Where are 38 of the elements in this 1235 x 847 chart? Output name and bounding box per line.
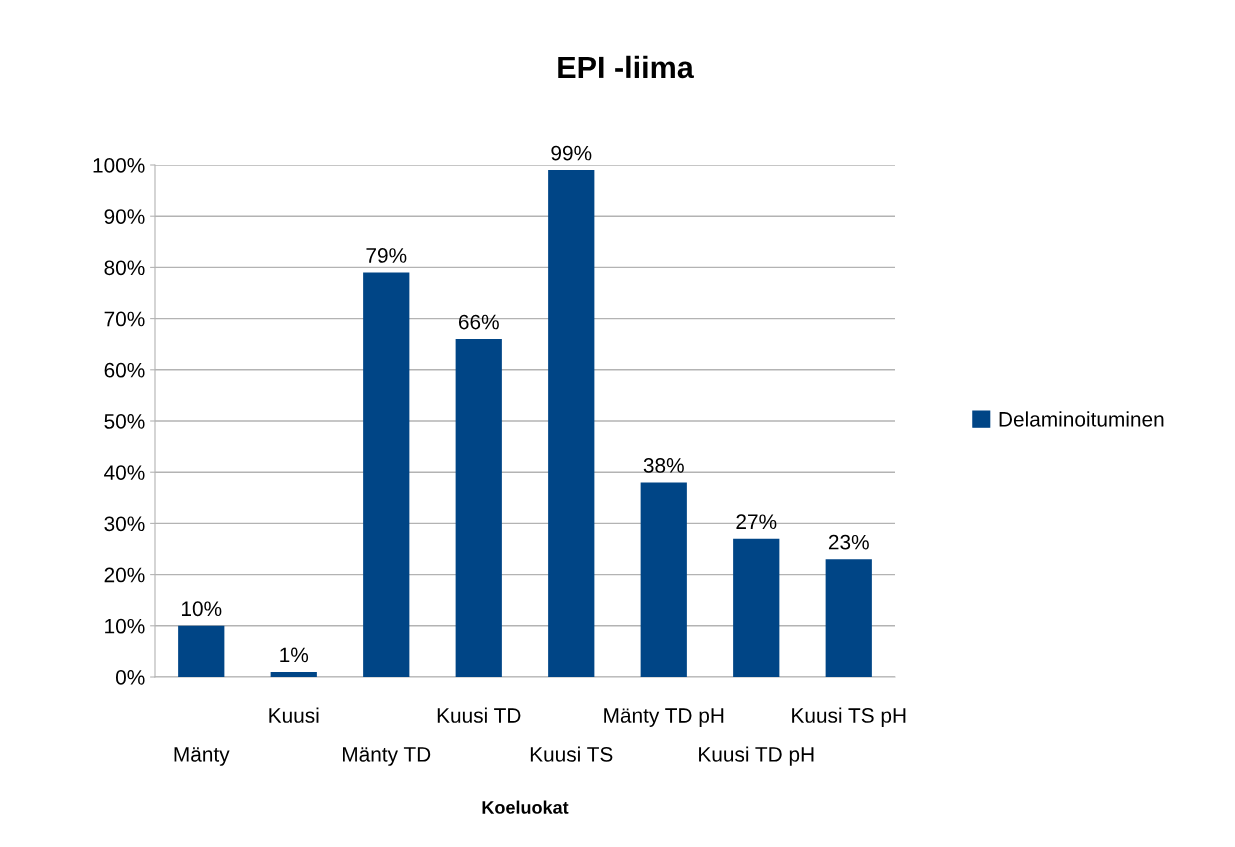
y-tick-label: 70% xyxy=(104,311,145,327)
y-tick-label: 80% xyxy=(104,260,145,276)
bar xyxy=(455,339,502,677)
bar xyxy=(363,272,410,677)
y-tick-label: 0% xyxy=(115,670,145,685)
y-tick-label: 40% xyxy=(104,465,145,480)
data-label: 66% xyxy=(458,314,499,330)
y-tick-label: 20% xyxy=(104,567,145,583)
legend-label: Delaminoituminen xyxy=(999,411,1164,427)
x-axis-title: Koeluokat xyxy=(482,800,569,814)
data-label: 23% xyxy=(828,534,869,550)
bar xyxy=(640,482,687,677)
data-label: 99% xyxy=(551,145,592,161)
chart-title: EPI -liima xyxy=(558,55,694,79)
x-tick-label: Mänty TD pH xyxy=(604,708,724,727)
data-label: 38% xyxy=(643,458,684,473)
x-tick-label: Mänty xyxy=(174,747,230,766)
data-label: 79% xyxy=(366,248,407,263)
y-tick-label: 60% xyxy=(104,362,145,378)
bar xyxy=(825,559,872,677)
x-tick-label: Kuusi TD xyxy=(437,707,521,723)
x-tick-label: Kuusi xyxy=(269,707,319,723)
data-label: 10% xyxy=(181,601,222,617)
x-tick-label: Mänty TD xyxy=(343,747,431,766)
y-tick-label: 30% xyxy=(104,516,145,532)
bar xyxy=(548,170,595,677)
y-tick-label: 50% xyxy=(104,414,145,429)
data-label: 1% xyxy=(280,647,309,663)
y-tick-label: 10% xyxy=(105,618,145,634)
x-tick-label: Kuusi TS pH xyxy=(792,707,906,727)
x-tick-label: Kuusi TS xyxy=(530,746,613,762)
data-label: 27% xyxy=(736,514,777,530)
bar xyxy=(733,538,780,677)
bar xyxy=(178,625,225,677)
y-tick-label: 90% xyxy=(104,209,145,224)
y-tick-label: 100% xyxy=(93,158,145,173)
bar xyxy=(270,671,317,677)
x-tick-label: Kuusi TD pH xyxy=(699,746,814,766)
